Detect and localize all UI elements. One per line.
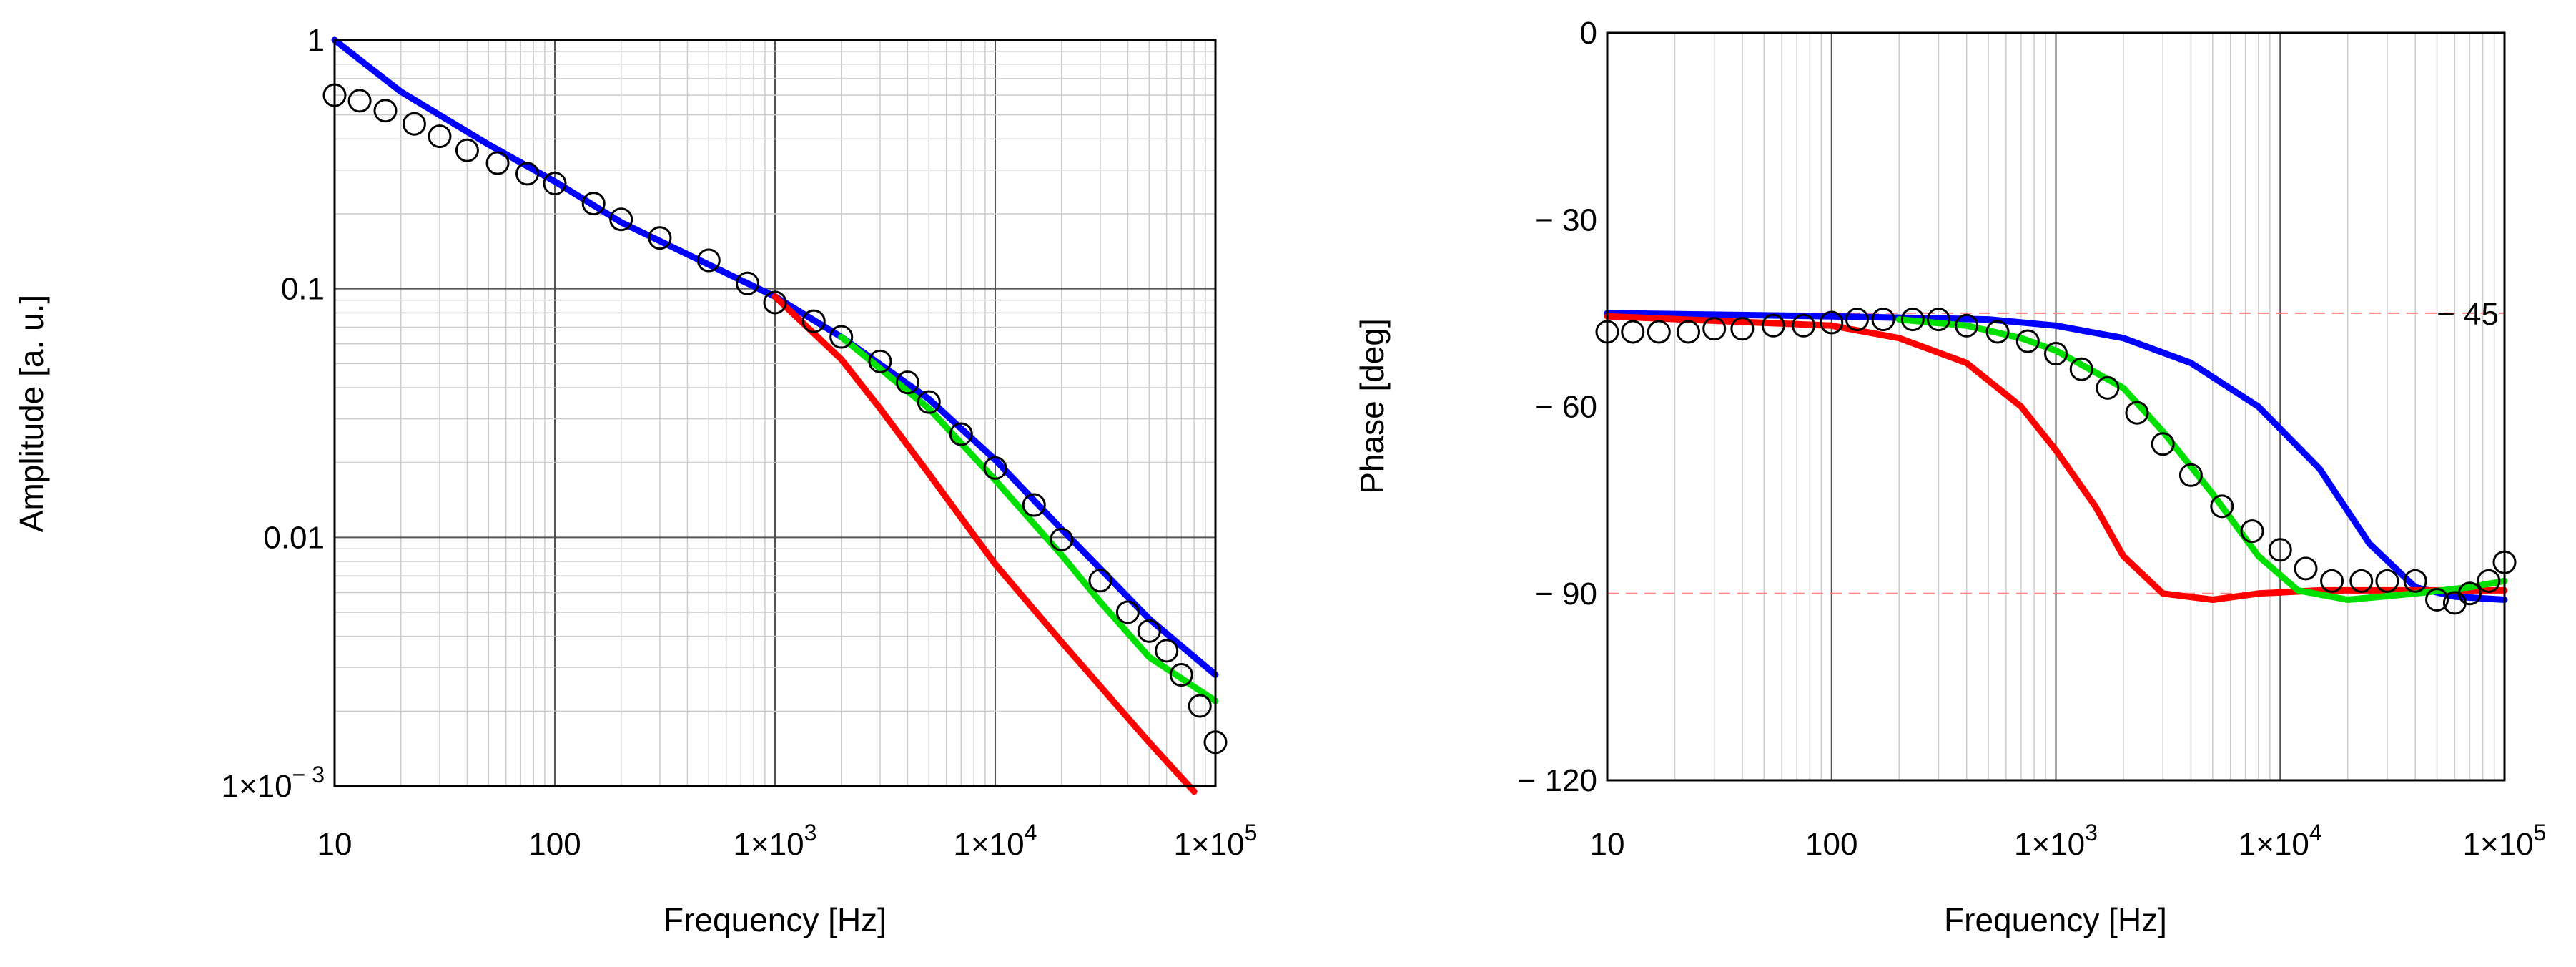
phase-data-point bbox=[1702, 317, 1727, 341]
phase-x-tick-label: 100 bbox=[1805, 827, 1857, 862]
phase-data-point bbox=[2268, 538, 2292, 562]
amplitude-data-point bbox=[1022, 493, 1046, 517]
phase-data-point bbox=[1761, 313, 1785, 338]
phase-data-point bbox=[2425, 587, 2449, 612]
amplitude-data-point bbox=[373, 99, 398, 123]
phase-data-point bbox=[1647, 320, 1671, 344]
amplitude-data-point bbox=[801, 309, 826, 333]
phase-data-point bbox=[2375, 569, 2399, 593]
phase-data-point bbox=[2477, 569, 2501, 593]
phase-data-point bbox=[1792, 313, 1816, 338]
amplitude-data-point bbox=[917, 390, 941, 414]
phase-data-point bbox=[1621, 320, 1645, 344]
phase-data-point bbox=[2349, 569, 2374, 593]
amplitude-data-point bbox=[829, 325, 854, 349]
phase-y-tick-label: − 120 bbox=[1518, 763, 1597, 798]
phase-data-point bbox=[1900, 308, 1925, 332]
phase-data-point bbox=[2178, 463, 2203, 487]
amplitude-data-point bbox=[1155, 639, 1179, 663]
phase-data-point bbox=[1820, 310, 1844, 335]
phase-y-tick-label: − 90 bbox=[1535, 576, 1597, 612]
phase-series-green bbox=[1895, 316, 2508, 603]
amplitude-y-tick-label: 0.01 bbox=[263, 520, 325, 555]
phase-x-tick-label: 10 bbox=[1590, 827, 1625, 862]
phase-data-point bbox=[2015, 329, 2040, 353]
phase-data-point bbox=[2240, 519, 2264, 544]
phase-data-point bbox=[2320, 569, 2344, 593]
phase-data-point bbox=[1730, 317, 1755, 341]
phase-data-point bbox=[2125, 401, 2149, 425]
amplitude-y-tick-label: 1×10− 3 bbox=[222, 762, 325, 804]
amplitude-data-point bbox=[543, 172, 567, 196]
phase-y-axis-label: Phase [deg] bbox=[1353, 318, 1391, 494]
amplitude-data-point bbox=[1188, 694, 1212, 718]
phase-chart: − 45 10 100 1×103 1×104 1×105 0 − 30 − 60 − 90 − … bbox=[1353, 16, 2546, 938]
amplitude-data-point bbox=[696, 248, 721, 273]
amplitude-x-tick-label: 100 bbox=[528, 827, 581, 862]
amplitude-data-point bbox=[1115, 600, 1140, 624]
amplitude-series-green bbox=[838, 333, 1219, 705]
amplitude-data-point bbox=[763, 290, 787, 315]
phase-x-axis-label: Frequency [Hz] bbox=[1944, 901, 2167, 938]
phase-data-point bbox=[2044, 341, 2068, 365]
phase-data-point bbox=[1845, 308, 1869, 332]
phase-data-point bbox=[1676, 320, 1700, 344]
amplitude-data-point bbox=[983, 456, 1007, 480]
phase-data-point bbox=[2294, 556, 2318, 581]
amplitude-series-red bbox=[771, 293, 1198, 795]
amplitude-data-point bbox=[347, 89, 372, 113]
phase-data-point bbox=[1955, 313, 1979, 338]
phase-data-point bbox=[2403, 569, 2427, 593]
amplitude-data-point bbox=[1137, 619, 1161, 643]
amplitude-y-tick-label: 1 bbox=[307, 23, 325, 58]
amplitude-data-point bbox=[1050, 527, 1074, 551]
amplitude-data-point bbox=[895, 370, 919, 395]
phase-y-tick-label: − 60 bbox=[1535, 390, 1597, 425]
amplitude-x-tick-label: 1×103 bbox=[734, 820, 817, 862]
amplitude-plot-frame bbox=[333, 39, 1217, 787]
phase-x-tick-label: 1×105 bbox=[2463, 820, 2547, 862]
amplitude-data-point bbox=[485, 151, 510, 175]
phase-plot-frame bbox=[1606, 31, 2506, 782]
phase-data-point bbox=[2457, 581, 2482, 606]
amplitude-data-point bbox=[402, 112, 426, 136]
amplitude-data-point bbox=[515, 162, 540, 186]
amplitude-x-axis-label: Frequency [Hz] bbox=[663, 901, 887, 938]
phase-data-point bbox=[2096, 375, 2120, 400]
phase-data-point bbox=[1871, 308, 1895, 332]
amplitude-data-point bbox=[949, 422, 973, 446]
amplitude-data-point bbox=[428, 124, 452, 149]
amplitude-data-point bbox=[1169, 663, 1193, 687]
amplitude-x-tick-label: 1×104 bbox=[954, 820, 1037, 862]
phase-reference-label: − 45 bbox=[2437, 297, 2499, 332]
amplitude-x-tick-label: 1×105 bbox=[1174, 820, 1258, 862]
phase-y-tick-label: − 30 bbox=[1535, 202, 1597, 237]
phase-data-point bbox=[2069, 357, 2093, 381]
phase-data-point bbox=[1985, 320, 2010, 344]
phase-data-point bbox=[1926, 308, 1950, 332]
phase-x-tick-label: 1×103 bbox=[2014, 820, 2098, 862]
amplitude-data-point bbox=[581, 192, 606, 216]
amplitude-data-point bbox=[455, 138, 479, 162]
amplitude-data-point bbox=[736, 271, 760, 295]
amplitude-y-tick-label: 0.1 bbox=[281, 272, 325, 307]
amplitude-data-point bbox=[1088, 569, 1112, 593]
phase-data-point bbox=[2151, 432, 2175, 456]
amplitude-x-tick-label: 10 bbox=[317, 827, 352, 862]
amplitude-data-point bbox=[648, 226, 672, 250]
phase-y-tick-label: 0 bbox=[1580, 16, 1597, 51]
phase-data-point bbox=[2210, 494, 2234, 519]
amplitude-chart: 10 100 1×103 1×104 1×105 1 0.1 0.01 1×10− 3 Freq… bbox=[13, 23, 1257, 938]
amplitude-data-point bbox=[609, 207, 633, 232]
amplitude-data-point bbox=[868, 349, 892, 373]
amplitude-y-axis-label: Amplitude [a. u.] bbox=[13, 295, 50, 532]
phase-x-tick-label: 1×104 bbox=[2239, 820, 2322, 862]
